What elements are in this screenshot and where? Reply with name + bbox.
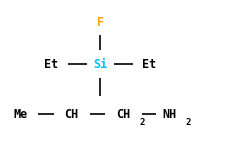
Text: Et: Et (142, 58, 156, 71)
Text: NH: NH (163, 108, 177, 121)
Text: CH: CH (116, 108, 131, 121)
Text: F: F (97, 16, 104, 29)
Text: CH: CH (64, 108, 79, 121)
Text: Si: Si (93, 58, 108, 71)
Text: 2: 2 (185, 119, 191, 127)
Text: Et: Et (44, 58, 58, 71)
Text: 2: 2 (139, 119, 145, 127)
Text: Me: Me (14, 108, 28, 121)
